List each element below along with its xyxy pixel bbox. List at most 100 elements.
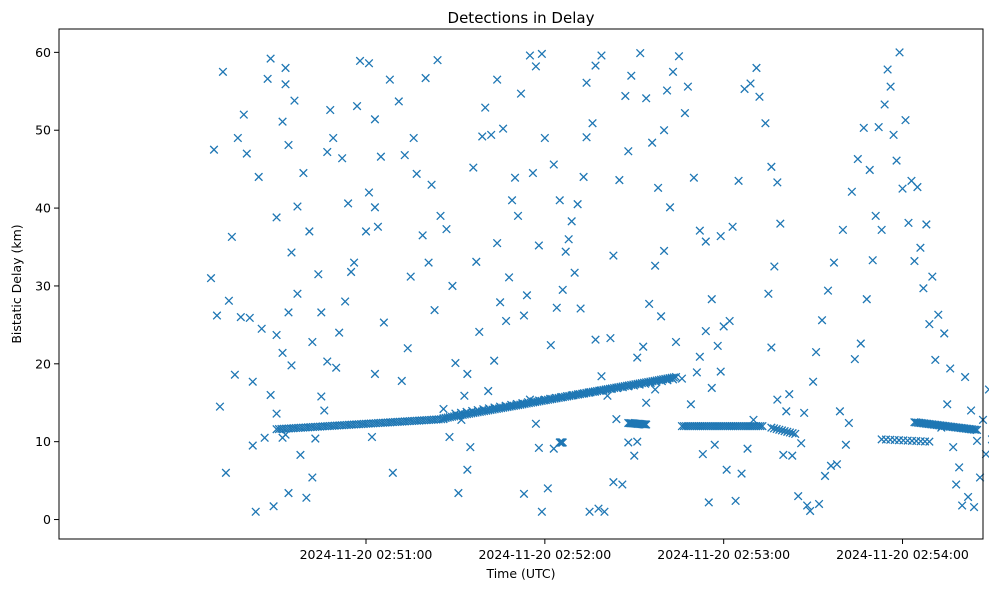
data-point <box>886 82 895 91</box>
data-point <box>546 340 556 350</box>
data-point <box>597 372 606 381</box>
data-point <box>838 225 848 235</box>
data-point <box>594 504 603 513</box>
data-point <box>677 421 687 431</box>
data-point <box>650 385 660 394</box>
data-point <box>737 421 747 431</box>
data-point <box>612 414 621 424</box>
data-point <box>373 222 383 232</box>
y-tick-label: 50 <box>35 123 51 138</box>
data-point <box>706 421 716 431</box>
data-point <box>722 465 731 474</box>
data-point <box>475 327 484 337</box>
data-point <box>522 291 532 300</box>
data-point <box>942 400 952 409</box>
data-point <box>835 407 845 416</box>
data-point <box>871 211 880 221</box>
data-point <box>767 423 776 432</box>
data-point <box>769 424 779 433</box>
data-point <box>659 125 669 135</box>
data-point <box>707 294 717 304</box>
data-point <box>630 451 639 460</box>
data-point <box>735 421 744 431</box>
data-point <box>659 246 669 256</box>
data-point <box>638 419 647 429</box>
data-point <box>627 71 636 80</box>
data-point <box>424 258 433 267</box>
x-tick-label: 2024-11-20 02:53:00 <box>657 547 790 562</box>
data-point <box>284 488 293 498</box>
data-point <box>749 421 759 431</box>
data-point <box>716 421 726 431</box>
data-point <box>451 358 460 368</box>
data-point <box>320 406 329 415</box>
data-point <box>331 363 341 372</box>
data-point <box>632 437 642 446</box>
data-point <box>745 421 755 431</box>
data-point <box>278 117 287 126</box>
data-point <box>650 261 660 270</box>
data-point <box>802 501 812 510</box>
data-point <box>862 294 872 304</box>
data-point <box>606 333 615 343</box>
data-point <box>934 310 943 320</box>
data-point <box>531 62 541 71</box>
data-point <box>284 308 293 317</box>
data-point <box>296 450 305 460</box>
y-tick-label: 40 <box>35 201 51 216</box>
data-point <box>397 376 407 386</box>
y-tick-label: 30 <box>35 278 51 293</box>
data-point <box>698 449 708 459</box>
data-point <box>591 335 600 344</box>
data-point <box>747 421 757 431</box>
data-point <box>370 115 380 124</box>
data-point <box>850 354 860 364</box>
data-point <box>727 421 736 431</box>
data-point <box>820 471 830 481</box>
data-point <box>442 224 451 234</box>
data-point <box>725 316 734 326</box>
data-point <box>696 421 705 431</box>
data-point <box>710 421 720 431</box>
data-point <box>790 429 800 439</box>
data-point <box>919 284 928 293</box>
data-point <box>287 248 296 257</box>
data-point <box>690 421 699 431</box>
data-point <box>647 138 657 147</box>
data-point <box>928 272 937 281</box>
data-point <box>510 173 520 182</box>
data-point <box>681 421 691 431</box>
data-point <box>969 425 979 434</box>
data-point <box>379 318 389 327</box>
data-point <box>480 103 490 112</box>
data-point <box>418 231 427 240</box>
data-point <box>832 459 842 469</box>
data-point <box>364 188 374 197</box>
data-point <box>718 421 728 431</box>
data-point <box>552 303 562 313</box>
data-point <box>421 73 430 83</box>
data-point <box>245 313 255 323</box>
data-point <box>656 312 666 321</box>
data-point <box>773 178 782 187</box>
data-point <box>308 473 317 482</box>
data-point <box>713 341 722 351</box>
data-point <box>624 438 633 447</box>
data-point <box>716 231 725 241</box>
x-tick-label: 2024-11-20 02:51:00 <box>300 547 433 562</box>
data-point <box>739 421 749 431</box>
data-point <box>640 420 650 429</box>
data-point <box>305 227 314 236</box>
data-point <box>679 421 689 431</box>
data-point <box>385 75 395 84</box>
data-point <box>370 203 380 212</box>
data-points <box>206 48 989 517</box>
data-point <box>445 432 454 442</box>
data-point <box>233 133 243 143</box>
data-point <box>525 51 535 60</box>
data-point <box>436 211 445 221</box>
data-point <box>239 110 249 119</box>
data-point <box>406 272 415 281</box>
data-point <box>692 368 702 377</box>
data-point <box>752 63 761 73</box>
